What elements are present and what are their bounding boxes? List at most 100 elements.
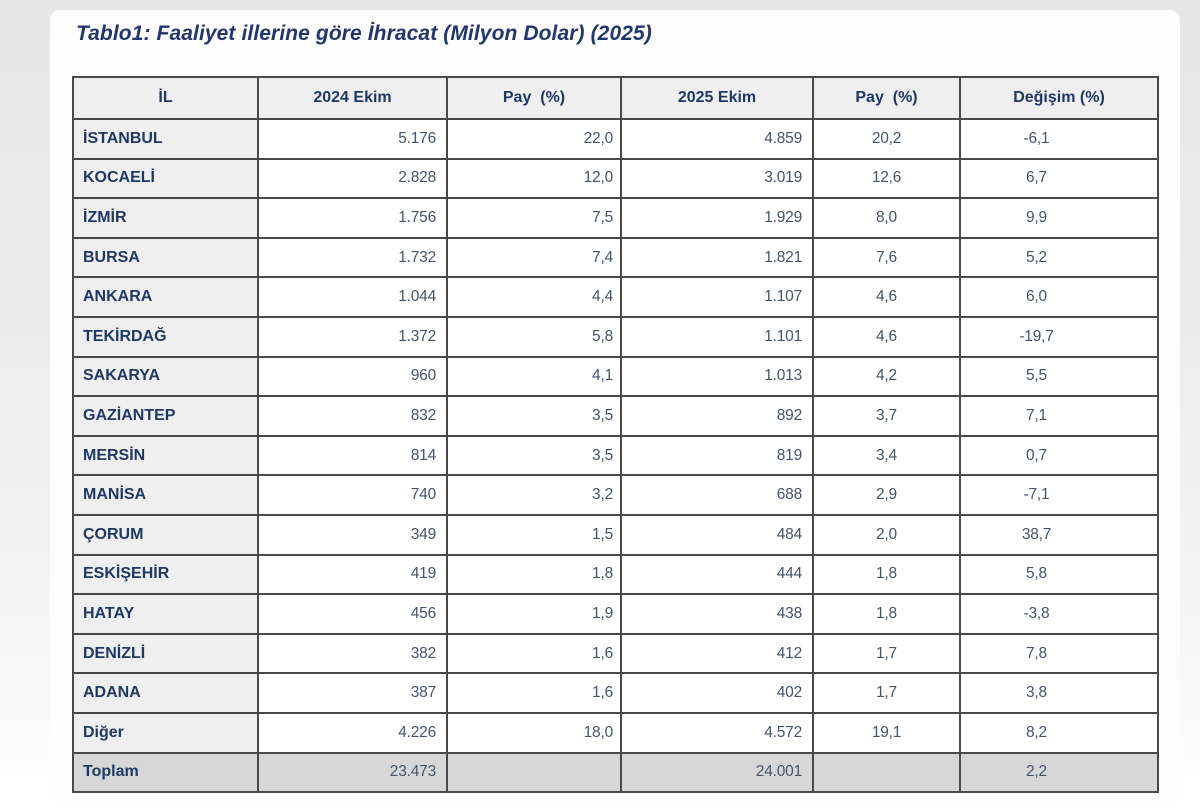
table-row: TEKİRDAĞ 1.372 5,8 1.101 4,6 -19,7: [72, 315, 1159, 358]
share-2025-cell: 20,2: [812, 118, 961, 160]
table-row: BURSA 1.732 7,4 1.821 7,6 5,2: [72, 236, 1159, 279]
province-name-cell: GAZİANTEP: [72, 395, 259, 437]
change-percent-cell: -7,1: [959, 474, 1159, 516]
province-name-cell: DENİZLİ: [72, 632, 259, 675]
value-2025-cell: 412: [620, 632, 814, 675]
share-2025-cell: 1,8: [812, 553, 961, 596]
table-row: MERSİN 814 3,5 819 3,4 0,7: [72, 434, 1159, 477]
share-2024-cell: [446, 751, 622, 794]
province-name-cell: İZMİR: [72, 197, 259, 239]
share-2024-cell: 5,8: [446, 315, 622, 358]
share-2024-cell: 1,8: [446, 553, 622, 596]
share-2024-cell: 7,4: [446, 236, 622, 279]
change-percent-cell: -6,1: [959, 118, 1159, 160]
province-name-cell: TEKİRDAĞ: [72, 315, 259, 358]
value-2024-cell: 4.226: [257, 711, 448, 754]
value-2025-cell: 1.821: [620, 236, 814, 279]
province-name-cell: SAKARYA: [72, 355, 259, 398]
share-2025-cell: 1,7: [812, 632, 961, 675]
share-2024-cell: 1,5: [446, 513, 622, 556]
change-percent-cell: 5,8: [959, 553, 1159, 596]
change-percent-cell: 8,2: [959, 711, 1159, 754]
share-2024-cell: 1,6: [446, 632, 622, 675]
value-2024-cell: 387: [257, 672, 448, 714]
change-percent-cell: 6,7: [959, 157, 1159, 200]
province-name-cell: ÇORUM: [72, 513, 259, 556]
header-row: İL 2024 Ekim Pay (%) 2025 Ekim Pay (%) D…: [72, 76, 1159, 120]
value-2024-cell: 1.372: [257, 315, 448, 358]
table-row: KOCAELİ 2.828 12,0 3.019 12,6 6,7: [72, 157, 1159, 200]
share-2024-cell: 18,0: [446, 711, 622, 754]
table-row: ADANA 387 1,6 402 1,7 3,8: [72, 672, 1159, 714]
share-2024-cell: 3,5: [446, 434, 622, 477]
province-name-cell: BURSA: [72, 236, 259, 279]
value-2024-cell: 2.828: [257, 157, 448, 200]
table-row: ESKİŞEHİR 419 1,8 444 1,8 5,8: [72, 553, 1159, 596]
value-2025-cell: 4.859: [620, 118, 814, 160]
province-name-cell: MANİSA: [72, 474, 259, 516]
value-2024-cell: 960: [257, 355, 448, 398]
value-2024-cell: 23.473: [257, 751, 448, 794]
value-2024-cell: 456: [257, 593, 448, 635]
change-percent-cell: 2,2: [959, 751, 1159, 794]
share-2025-cell: [812, 751, 961, 794]
header-pay-2024: Pay (%): [446, 76, 622, 120]
value-2024-cell: 1.756: [257, 197, 448, 239]
share-2025-cell: 12,6: [812, 157, 961, 200]
share-2024-cell: 22,0: [446, 118, 622, 160]
share-2024-cell: 4,1: [446, 355, 622, 398]
value-2024-cell: 1.732: [257, 236, 448, 279]
total-row: Toplam 23.473 24.001 2,2: [72, 751, 1159, 794]
value-2024-cell: 382: [257, 632, 448, 675]
province-name-cell: KOCAELİ: [72, 157, 259, 200]
change-percent-cell: 7,1: [959, 395, 1159, 437]
header-degisim: Değişim (%): [959, 76, 1159, 120]
document-page: Tablo1: Faaliyet illerine göre İhracat (…: [50, 10, 1180, 807]
export-data-table: İL 2024 Ekim Pay (%) 2025 Ekim Pay (%) D…: [72, 76, 1159, 794]
province-name-cell: İSTANBUL: [72, 118, 259, 160]
province-name-cell: Diğer: [72, 711, 259, 754]
share-2025-cell: 7,6: [812, 236, 961, 279]
province-name-cell: ANKARA: [72, 276, 259, 318]
value-2024-cell: 349: [257, 513, 448, 556]
value-2024-cell: 419: [257, 553, 448, 596]
value-2025-cell: 892: [620, 395, 814, 437]
value-2025-cell: 688: [620, 474, 814, 516]
table-row: MANİSA 740 3,2 688 2,9 -7,1: [72, 474, 1159, 516]
value-2025-cell: 1.929: [620, 197, 814, 239]
value-2024-cell: 1.044: [257, 276, 448, 318]
table-body: İSTANBUL 5.176 22,0 4.859 20,2 -6,1 KOCA…: [72, 118, 1159, 794]
change-percent-cell: 38,7: [959, 513, 1159, 556]
province-name-cell: ESKİŞEHİR: [72, 553, 259, 596]
change-percent-cell: 7,8: [959, 632, 1159, 675]
change-percent-cell: 6,0: [959, 276, 1159, 318]
share-2024-cell: 3,2: [446, 474, 622, 516]
change-percent-cell: 9,9: [959, 197, 1159, 239]
change-percent-cell: 5,5: [959, 355, 1159, 398]
value-2025-cell: 1.013: [620, 355, 814, 398]
value-2025-cell: 4.572: [620, 711, 814, 754]
change-percent-cell: 3,8: [959, 672, 1159, 714]
table-row: ÇORUM 349 1,5 484 2,0 38,7: [72, 513, 1159, 556]
table-header: İL 2024 Ekim Pay (%) 2025 Ekim Pay (%) D…: [72, 76, 1159, 120]
table-row: SAKARYA 960 4,1 1.013 4,2 5,5: [72, 355, 1159, 398]
change-percent-cell: 0,7: [959, 434, 1159, 477]
table-row: ANKARA 1.044 4,4 1.107 4,6 6,0: [72, 276, 1159, 318]
share-2025-cell: 19,1: [812, 711, 961, 754]
share-2025-cell: 3,4: [812, 434, 961, 477]
province-name-cell: HATAY: [72, 593, 259, 635]
value-2025-cell: 1.107: [620, 276, 814, 318]
change-percent-cell: -3,8: [959, 593, 1159, 635]
change-percent-cell: -19,7: [959, 315, 1159, 358]
share-2025-cell: 2,9: [812, 474, 961, 516]
change-percent-cell: 5,2: [959, 236, 1159, 279]
table-title: Tablo1: Faaliyet illerine göre İhracat (…: [76, 22, 652, 45]
header-pay-2025: Pay (%): [812, 76, 961, 120]
province-name-cell: ADANA: [72, 672, 259, 714]
share-2025-cell: 4,6: [812, 276, 961, 318]
share-2025-cell: 3,7: [812, 395, 961, 437]
value-2025-cell: 484: [620, 513, 814, 556]
share-2024-cell: 4,4: [446, 276, 622, 318]
share-2024-cell: 7,5: [446, 197, 622, 239]
share-2024-cell: 3,5: [446, 395, 622, 437]
